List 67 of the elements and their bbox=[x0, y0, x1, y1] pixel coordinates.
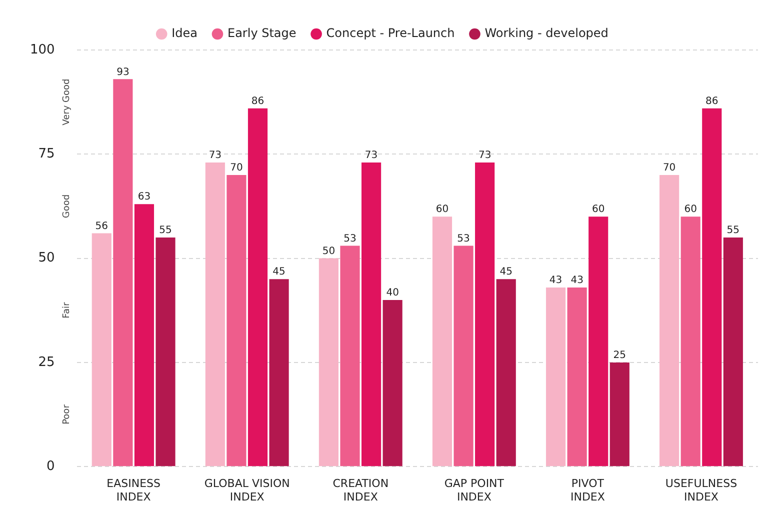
x-tick-label: GLOBAL VISION INDEX bbox=[204, 477, 290, 504]
data-label: 55 bbox=[726, 225, 740, 236]
bar bbox=[318, 258, 339, 466]
data-label: 86 bbox=[706, 96, 718, 107]
data-label: 53 bbox=[344, 233, 356, 244]
y-tick-label: 100 bbox=[30, 42, 55, 58]
bar bbox=[702, 108, 722, 466]
bar bbox=[361, 162, 382, 466]
bar bbox=[567, 287, 587, 466]
data-label: 55 bbox=[159, 225, 172, 236]
data-label: 45 bbox=[500, 266, 512, 278]
data-label: 60 bbox=[684, 204, 697, 216]
x-tick-label: USEFULNESS INDEX bbox=[665, 477, 738, 504]
bar bbox=[248, 108, 268, 466]
data-label: 25 bbox=[613, 350, 626, 362]
bar bbox=[610, 362, 630, 466]
data-label: 70 bbox=[230, 162, 243, 174]
x-tick-label: GAP POINT INDEX bbox=[444, 477, 504, 504]
data-label: 43 bbox=[570, 275, 584, 286]
y-tick-label: 50 bbox=[38, 250, 55, 266]
text: Very Good bbox=[62, 78, 72, 126]
bar bbox=[660, 174, 680, 466]
x-tick-label: EASINESS INDEX bbox=[106, 477, 161, 504]
data-label: 60 bbox=[436, 204, 449, 216]
bar bbox=[432, 216, 452, 466]
legend-label: Working - developed bbox=[484, 26, 608, 40]
bar bbox=[134, 204, 154, 466]
y-tick-label: 25 bbox=[38, 354, 55, 370]
data-label: 73 bbox=[208, 150, 222, 162]
data-label: 73 bbox=[364, 150, 378, 162]
bar bbox=[156, 237, 176, 466]
x-tick-label: CREATION INDEX bbox=[332, 477, 389, 504]
bar bbox=[454, 246, 474, 466]
data-label: 86 bbox=[251, 96, 264, 107]
bar bbox=[382, 300, 402, 466]
data-label: 50 bbox=[322, 246, 336, 257]
bar bbox=[92, 233, 112, 466]
bar bbox=[340, 246, 360, 466]
bar bbox=[475, 162, 495, 466]
text: Good bbox=[62, 194, 72, 218]
legend-label: Concept - Pre-Launch bbox=[326, 26, 455, 40]
data-label: 45 bbox=[272, 266, 286, 278]
data-label: 63 bbox=[138, 192, 151, 203]
data-label: 93 bbox=[116, 66, 130, 78]
x-tick-label: PIVOT INDEX bbox=[570, 477, 606, 504]
data-label: 70 bbox=[662, 162, 676, 174]
data-label: 73 bbox=[478, 150, 492, 162]
data-label: 53 bbox=[457, 233, 470, 244]
bar bbox=[205, 162, 225, 466]
bar bbox=[588, 216, 608, 466]
data-label: 60 bbox=[592, 204, 605, 216]
text: Fair bbox=[62, 302, 72, 318]
data-label: 43 bbox=[549, 275, 562, 286]
data-label: 40 bbox=[386, 288, 399, 299]
bar bbox=[723, 237, 743, 466]
bar bbox=[496, 279, 516, 466]
bar bbox=[680, 216, 700, 466]
bar bbox=[113, 79, 133, 466]
y-tick-label: 0 bbox=[46, 458, 55, 474]
y-tick-label: 75 bbox=[38, 146, 55, 162]
bar bbox=[226, 174, 246, 466]
bar bbox=[546, 287, 566, 466]
legend-label: Idea bbox=[172, 26, 198, 40]
data-label: 56 bbox=[95, 220, 108, 232]
legend-label: Early Stage bbox=[227, 26, 296, 40]
bar bbox=[269, 279, 289, 466]
text: Poor bbox=[62, 404, 72, 424]
